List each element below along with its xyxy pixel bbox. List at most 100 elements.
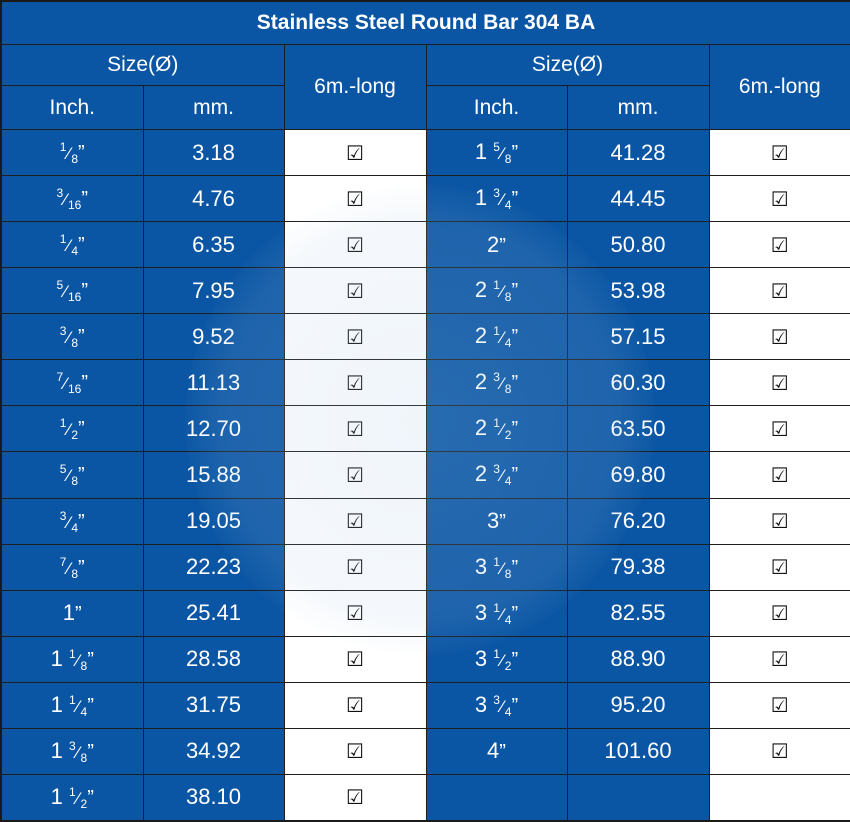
inch-cell: 1⁄8” [0,129,144,177]
checkbox-checked-icon: ☑ [770,280,789,303]
checkbox-checked-icon: ☑ [346,787,364,810]
inch-mark: ” [78,510,85,533]
mm-cell: 22.23 [142,543,285,591]
inch-cell: 3⁄16” [0,175,144,223]
length-cell: ☑ [283,221,427,269]
inch-whole: 1 [474,139,494,165]
inch-cell: 1 1⁄2” [0,773,144,822]
length-cell: ☑ [708,727,850,775]
inch-mark: ” [75,603,82,626]
fraction-slash: ⁄ [500,650,504,670]
fraction-slash: ⁄ [64,374,67,394]
length-cell: ☑ [708,175,850,223]
inch-denominator: 2 [80,796,88,811]
table-row: 1 3⁄8” 34.92 ☑ 4” 101.60 ☑ [0,727,850,775]
inch-mark: ” [511,418,519,441]
inch-whole: 2 [487,231,500,257]
mm-cell: 19.05 [142,497,285,545]
inch-numerator: 5 [493,140,500,155]
inch-mark: ” [78,142,85,165]
inch-denominator: 16 [68,382,82,397]
inch-numerator: 3 [59,324,67,339]
checkbox-checked-icon: ☑ [346,649,364,672]
inch-whole: 1 [50,737,69,763]
inch-mark: ” [78,464,85,487]
fraction-slash: ⁄ [500,420,504,440]
inch-numerator: 1 [68,646,76,661]
mm-cell: 9.52 [142,313,285,361]
table-row: 1 1⁄4” 31.75 ☑ 3 3⁄4” 95.20 ☑ [0,681,850,729]
inch-mark: ” [511,188,519,211]
mm-cell: 53.98 [566,267,710,315]
inch-mark: ” [511,602,519,625]
length-cell: ☑ [708,267,850,315]
mm-cell: 63.50 [566,405,710,453]
checkbox-checked-icon: ☑ [770,142,789,165]
inch-mark: ” [499,234,506,257]
length-cell: ☑ [283,451,427,499]
inch-whole: 2 [474,461,494,487]
checkbox-checked-icon: ☑ [346,741,364,764]
fraction-slash: ⁄ [67,512,71,532]
inch-mark: ” [78,418,85,441]
checkbox-checked-icon: ☑ [770,326,789,349]
length-cell: ☑ [283,267,427,315]
inch-cell [425,773,568,822]
table-row: 1 1⁄2” 38.10 ☑ [0,773,850,822]
inch-denominator: 8 [504,290,512,305]
length-cell: ☑ [283,359,427,407]
inch-numerator: 7 [56,370,64,385]
inch-mark: ” [87,740,94,763]
inch-whole: 3 [474,645,494,671]
length-cell: ☑ [708,635,850,683]
inch-numerator: 3 [56,186,64,201]
checkbox-checked-icon: ☑ [346,511,364,534]
length-cell: ☑ [708,543,850,591]
checkbox-checked-icon: ☑ [346,464,364,487]
inch-mark: ” [499,741,506,764]
length-cell: ☑ [283,175,427,223]
inch-mark: ” [499,511,506,534]
length-cell: ☑ [283,497,427,545]
inch-whole: 3 [474,553,494,579]
inch-denominator: 8 [504,152,512,167]
inch-value: 3 3⁄4” [475,692,518,719]
table-row: 1” 25.41 ☑ 3 1⁄4” 82.55 ☑ [0,589,850,637]
inch-whole: 3 [487,508,500,534]
checkbox-checked-icon: ☑ [346,142,364,165]
mm-cell [566,773,710,822]
inch-mark: ” [87,648,94,671]
inch-numerator: 1 [493,278,500,293]
table-title: Stainless Steel Round Bar 304 BA [0,0,850,46]
table-row: 3⁄4” 19.05 ☑ 3” 76.20 ☑ [0,497,850,545]
mm-cell: 44.45 [566,175,710,223]
inch-whole: 2 [474,369,494,395]
inch-value: 2 3⁄4” [474,461,518,488]
mm-cell: 3.18 [142,129,285,177]
inch-mark: ” [87,786,94,809]
inch-cell: 7⁄16” [0,359,144,407]
checkbox-checked-icon: ☑ [346,418,364,441]
inch-cell: 1 5⁄8” [425,129,568,177]
inch-mark: ” [511,372,519,395]
inch-numerator: 3 [493,370,500,385]
length-cell: ☑ [283,129,427,177]
length-cell: ☑ [283,727,427,775]
inch-denominator: 8 [504,566,512,581]
inch-value: 3⁄8” [59,323,85,350]
inch-cell: 7⁄8” [0,543,144,591]
inch-whole: 4 [487,738,500,764]
inch-mark: ” [78,556,85,579]
table-row: 3⁄8” 9.52 ☑ 2 1⁄4” 57.15 ☑ [0,313,850,361]
fraction-slash: ⁄ [76,788,80,808]
inch-cell: 3⁄8” [0,313,144,361]
mm-cell: 76.20 [566,497,710,545]
inch-denominator: 4 [504,612,512,627]
checkbox-checked-icon: ☑ [770,649,789,672]
table-row: 5⁄8” 15.88 ☑ 2 3⁄4” 69.80 ☑ [0,451,850,499]
inch-cell: 3 3⁄4” [425,681,568,729]
inch-whole: 1 [62,600,76,626]
length-cell: ☑ [708,359,850,407]
inch-denominator: 2 [71,428,79,443]
